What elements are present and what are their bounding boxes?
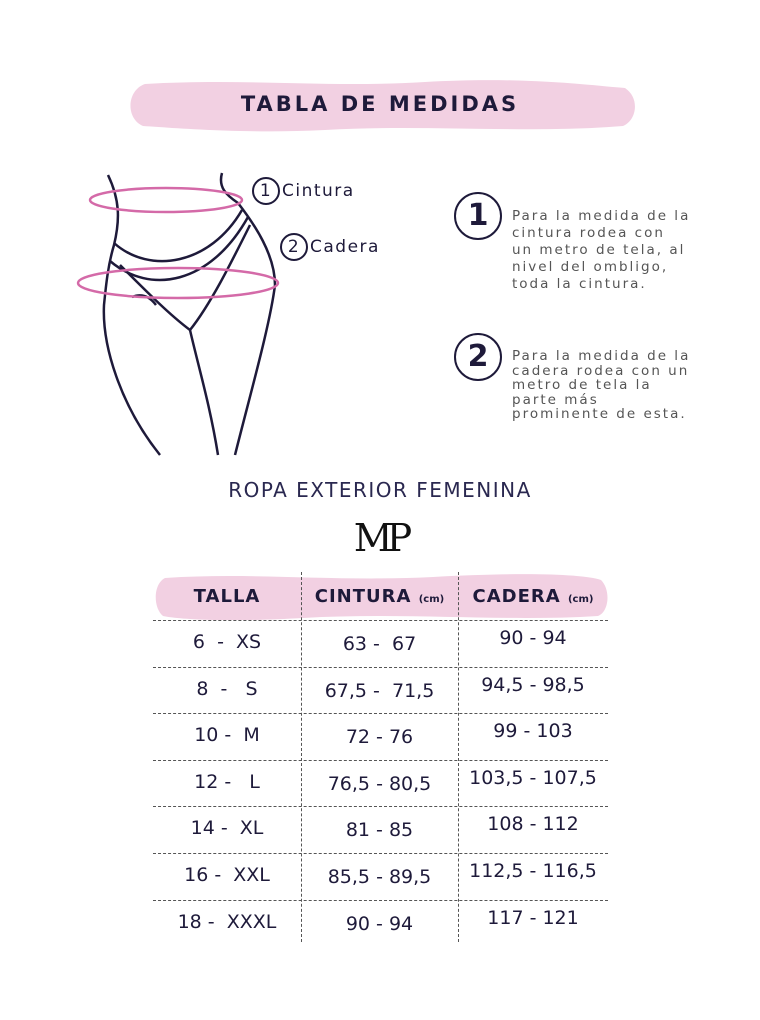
table-row: 10 - M 72 - 76 99 - 103 bbox=[153, 713, 608, 760]
header-cadera: CADERA (cm) bbox=[472, 586, 594, 607]
hip-cell: 112,5 - 116,5 bbox=[469, 859, 597, 882]
waist-cell: 85,5 - 89,5 bbox=[327, 865, 432, 888]
waist-cell: 63 - 67 bbox=[342, 633, 417, 655]
size-cell: 16 - XXL bbox=[184, 863, 270, 886]
table-row: 16 - XXL 85,5 - 89,5 112,5 - 116,5 bbox=[153, 852, 608, 900]
hip-label: 2 Cadera bbox=[280, 233, 380, 261]
size-cell: 14 - XL bbox=[190, 817, 264, 840]
waist-cell: 72 - 76 bbox=[345, 726, 414, 749]
body-figure-illustration bbox=[76, 172, 280, 456]
waist-cell: 90 - 94 bbox=[345, 912, 414, 935]
hip-label-text: Cadera bbox=[310, 237, 380, 257]
column-divider bbox=[458, 572, 459, 942]
table-row: 18 - XXXL 90 - 94 117 - 121 bbox=[153, 899, 608, 947]
waist-label-text: Cintura bbox=[282, 181, 355, 201]
size-table: TALLA CINTURA (cm) CADERA (cm) 6 - XS 63 … bbox=[153, 572, 608, 946]
hip-cell: 103,5 - 107,5 bbox=[469, 766, 597, 789]
hip-cell: 90 - 94 bbox=[499, 627, 567, 649]
waist-cell: 67,5 - 71,5 bbox=[324, 679, 435, 702]
table-row: 12 - L 76,5 - 80,5 103,5 - 107,5 bbox=[153, 759, 608, 807]
brand-logo: MP bbox=[353, 516, 412, 560]
number-2-icon: 2 bbox=[454, 333, 502, 381]
size-cell: 8 - S bbox=[196, 677, 258, 700]
number-1-badge: 1 bbox=[252, 177, 280, 205]
table-row: 14 - XL 81 - 85 108 - 112 bbox=[153, 806, 608, 853]
hip-cell: 99 - 103 bbox=[493, 720, 573, 743]
section-subtitle: ROPA EXTERIOR FEMENINA bbox=[228, 478, 532, 502]
page-title: TABLA DE MEDIDAS bbox=[240, 92, 520, 116]
waist-cell: 81 - 85 bbox=[345, 819, 414, 842]
waist-label: 1 Cintura bbox=[252, 177, 355, 205]
size-cell: 10 - M bbox=[194, 724, 260, 747]
hip-cell: 94,5 - 98,5 bbox=[481, 673, 585, 696]
size-cell: 18 - XXXL bbox=[177, 910, 277, 933]
header-talla: TALLA bbox=[193, 586, 261, 607]
waist-cell: 76,5 - 80,5 bbox=[327, 772, 432, 795]
hip-cell: 108 - 112 bbox=[487, 813, 579, 836]
title-band bbox=[130, 80, 635, 132]
waist-instruction-text: Para la medida de la cintura rodea con u… bbox=[512, 208, 691, 292]
column-divider bbox=[301, 572, 302, 942]
header-cintura: CINTURA (cm) bbox=[314, 586, 445, 607]
header-band bbox=[155, 574, 608, 620]
size-cell: 12 - L bbox=[194, 770, 260, 793]
table-header: TALLA CINTURA (cm) CADERA (cm) bbox=[153, 572, 608, 620]
number-1-icon: 1 bbox=[454, 192, 502, 240]
hip-instruction-text: Para la medida de la cadera rodea con un… bbox=[512, 348, 691, 422]
table-row: 6 - XS 63 - 67 90 - 94 bbox=[153, 620, 608, 667]
size-cell: 6 - XS bbox=[192, 631, 262, 653]
number-2-badge: 2 bbox=[280, 233, 308, 261]
hip-cell: 117 - 121 bbox=[487, 906, 579, 929]
table-row: 8 - S 67,5 - 71,5 94,5 - 98,5 bbox=[153, 666, 608, 714]
